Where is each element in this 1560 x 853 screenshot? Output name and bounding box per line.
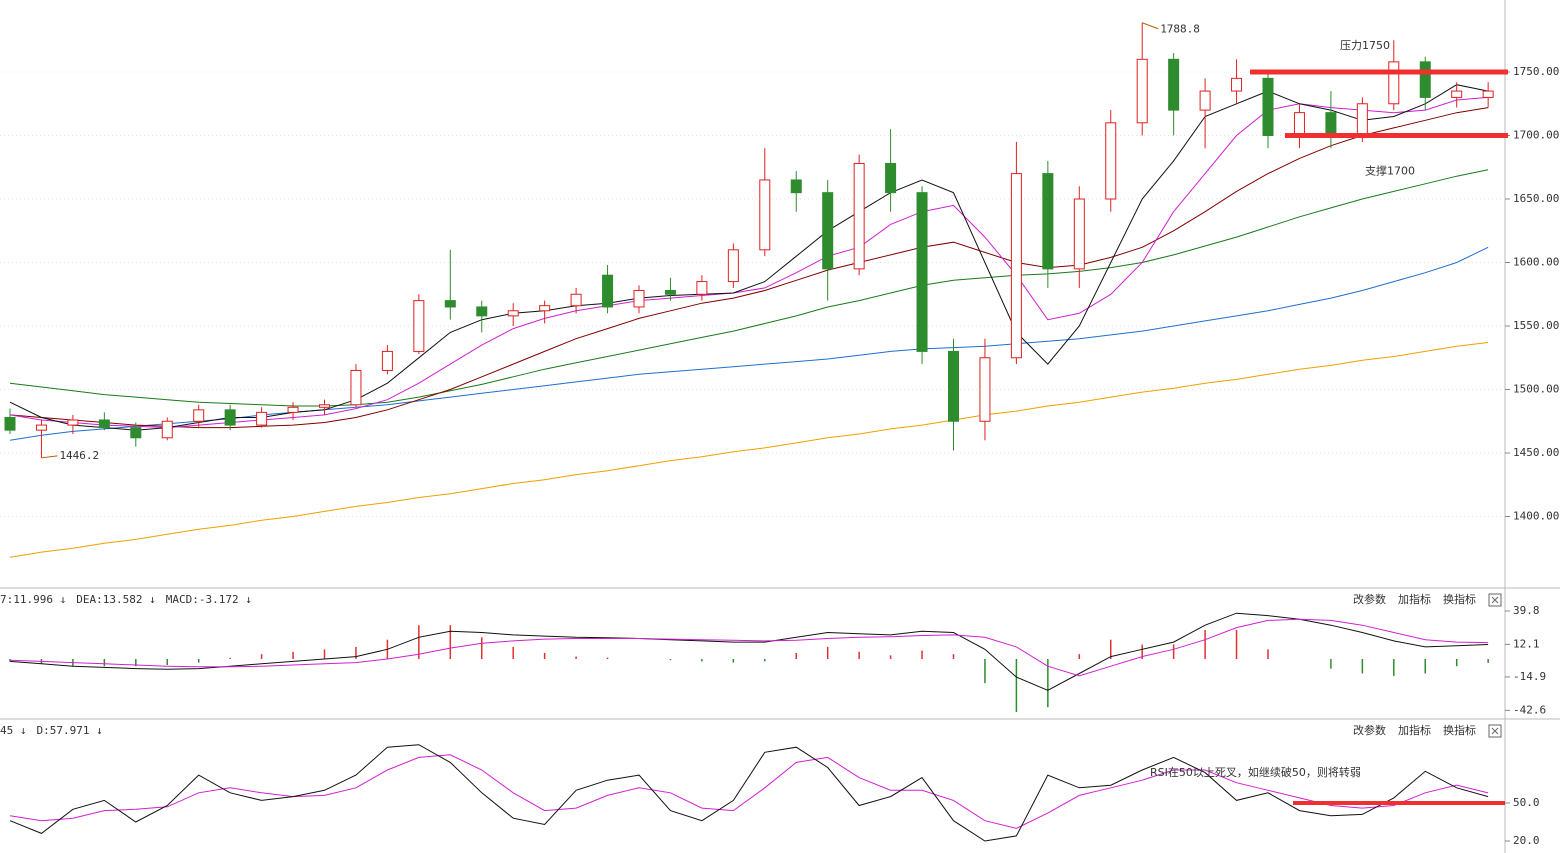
candle-body — [1325, 112, 1337, 137]
rsi-line — [9, 754, 1489, 829]
moving-average — [9, 342, 1489, 558]
candle-body — [193, 409, 205, 422]
y-tick-label: 20.0 — [1513, 834, 1540, 847]
y-tick-label: 1550.00 — [1513, 319, 1559, 332]
candle-body — [1451, 90, 1463, 98]
low-label: 1446.2 — [59, 449, 99, 462]
candle-body — [664, 289, 676, 295]
candle-body — [98, 419, 110, 429]
candle-body — [885, 162, 897, 194]
moving-average — [9, 107, 1489, 429]
candle-body — [444, 300, 456, 308]
candle-body — [1073, 198, 1085, 270]
macd-line — [9, 612, 1489, 691]
extreme-pointer — [1142, 22, 1159, 30]
candle-body — [1168, 58, 1180, 111]
candle-body — [570, 293, 582, 307]
candle-body — [1388, 61, 1400, 105]
candle-body — [4, 416, 16, 431]
candle-body — [161, 420, 173, 439]
close-icon — [1491, 727, 1499, 735]
candle-body — [224, 409, 236, 426]
y-tick-label: 39.8 — [1513, 604, 1540, 617]
candle-body — [1262, 77, 1274, 137]
panel-button[interactable]: 改参数 — [1353, 723, 1386, 737]
candle-body — [476, 306, 488, 317]
candle-body — [1356, 103, 1368, 137]
close-icon — [1491, 596, 1499, 604]
y-tick-label: 1500.00 — [1513, 383, 1559, 396]
candle-body — [602, 274, 614, 308]
candle-body — [916, 192, 928, 352]
candle-body — [287, 406, 299, 413]
panel-button[interactable]: 加指标 — [1398, 723, 1431, 737]
candle-body — [1419, 61, 1431, 98]
candle-body — [979, 357, 991, 422]
candle-body — [539, 305, 551, 312]
candle-body — [822, 192, 834, 270]
level-annotation: 压力1750 — [1340, 39, 1390, 52]
candle-body — [1042, 173, 1054, 270]
panel-button[interactable]: 加指标 — [1398, 592, 1431, 606]
y-tick-label: 1700.00 — [1513, 129, 1559, 142]
y-tick-label: 1750.00 — [1513, 65, 1559, 78]
panel-button[interactable]: 改参数 — [1353, 592, 1386, 606]
y-tick-label: 1600.00 — [1513, 256, 1559, 269]
candle-body — [413, 300, 425, 352]
high-label: 1788.8 — [1160, 23, 1200, 36]
level-annotation: 支撑1700 — [1365, 164, 1415, 178]
candle-body — [1293, 112, 1305, 137]
panel-button[interactable]: 换指标 — [1443, 723, 1476, 737]
indicator-value: 45 ↓ — [0, 724, 27, 737]
indicator-value: 7:11.996 ↓ — [0, 593, 66, 606]
candle-body — [1136, 58, 1148, 124]
candle-body — [790, 179, 802, 194]
rsi-line — [9, 744, 1489, 842]
rsi-annotation: RSI在50以上死叉，如继续破50，则将转弱 — [1150, 765, 1361, 779]
extreme-pointer — [41, 455, 58, 459]
candle-body — [853, 162, 865, 270]
y-tick-label: -42.6 — [1513, 703, 1546, 716]
y-tick-label: 1400.00 — [1513, 510, 1559, 523]
indicator-value: DEA:13.582 ↓ — [76, 593, 155, 606]
candle-body — [256, 411, 268, 426]
y-tick-label: 1650.00 — [1513, 192, 1559, 205]
candle-body — [759, 179, 771, 251]
moving-average — [9, 169, 1489, 407]
macd-line — [9, 618, 1489, 677]
candle-body — [1010, 173, 1022, 359]
candle-body — [1231, 77, 1243, 92]
candle-body — [1482, 90, 1494, 98]
candle-body — [1199, 90, 1211, 111]
panel-button[interactable]: 换指标 — [1443, 592, 1476, 606]
indicator-value: MACD:-3.172 ↓ — [166, 593, 252, 606]
candle-body — [633, 289, 645, 308]
candle-body — [67, 419, 79, 426]
candle-body — [130, 427, 142, 439]
y-tick-label: 1450.00 — [1513, 446, 1559, 459]
candle-body — [507, 310, 519, 317]
candle-body — [319, 404, 330, 408]
candle-body — [350, 369, 362, 406]
candle-body — [696, 281, 708, 295]
candle-body — [727, 249, 739, 283]
candle-body — [1105, 122, 1117, 200]
candle-body — [948, 350, 959, 422]
candle-body — [35, 424, 47, 431]
y-tick-label: 12.1 — [1513, 637, 1540, 650]
y-tick-label: -14.9 — [1513, 670, 1546, 683]
candle-body — [381, 350, 393, 371]
y-tick-label: 50.0 — [1513, 796, 1540, 809]
indicator-value: D:57.971 ↓ — [37, 724, 103, 737]
